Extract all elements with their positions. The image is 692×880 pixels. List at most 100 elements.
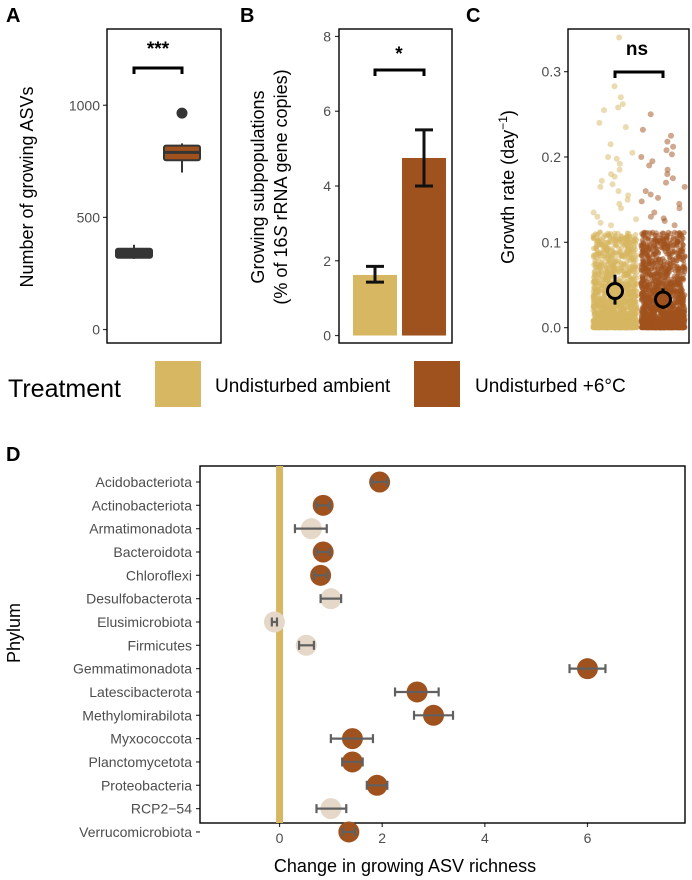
panel-c-point — [597, 280, 603, 286]
panel-d-phylum-label: Verrucomicrobiota — [79, 824, 192, 840]
panel-c-point — [681, 183, 688, 190]
legend: Treatment Undisturbed ambient Undisturbe… — [8, 361, 626, 407]
panel-c-point — [640, 232, 646, 238]
panel-c-point — [618, 322, 624, 329]
panel-c-point — [666, 242, 672, 248]
panel-b-significance-bracket — [373, 68, 426, 76]
panel-c-scatter: Growth rate (day−1) 0.0 0.1 0.2 0.3 ns — [496, 28, 690, 344]
panel-c-point — [659, 307, 665, 314]
panel-c-point — [647, 260, 653, 267]
panel-c-point — [632, 299, 639, 306]
panel-c-point — [643, 301, 649, 307]
panel-c-point — [666, 269, 672, 275]
panel-c-point — [592, 231, 599, 237]
panel-d-xtick-label: 6 — [584, 830, 592, 846]
panel-c-point — [597, 219, 604, 226]
panel-c-point — [608, 254, 614, 260]
panel-c-point — [598, 299, 604, 305]
panel-b-ylabel-line2: (% of 16S rRNA gene copies) — [271, 69, 291, 304]
panel-d-phylum-label: Chloroflexi — [126, 567, 192, 583]
panel-c-point — [679, 237, 685, 243]
panel-a-ytick-label: 1000 — [69, 97, 100, 113]
panel-c-point — [632, 244, 638, 250]
panel-c-ylabel: Growth rate (day−1) — [496, 110, 518, 264]
panel-c-point — [680, 272, 687, 278]
panel-c-point — [646, 162, 653, 169]
panel-c-point — [616, 166, 623, 173]
panel-c-point — [662, 284, 669, 290]
panel-b-ytick-label: 4 — [323, 178, 331, 194]
panel-label-c: C — [466, 5, 480, 27]
panel-c-point — [638, 253, 645, 259]
panel-c-point — [663, 147, 670, 154]
panel-c-point — [681, 262, 687, 268]
panel-c-point — [598, 250, 604, 256]
panel-c-point — [630, 276, 636, 282]
panel-c-point — [649, 158, 656, 165]
panel-c-point — [601, 291, 607, 297]
panel-c-point — [598, 177, 605, 184]
panel-c-point — [663, 179, 669, 186]
panel-d-phylum-label: Acidobacteriota — [95, 474, 192, 490]
panel-b-ylabel-line1: Growing subpopulations — [248, 90, 268, 283]
panel-c-point — [674, 250, 680, 256]
panel-d-xtick-label: 4 — [481, 830, 489, 846]
panel-c-point — [668, 151, 675, 158]
panel-c-point — [609, 181, 616, 188]
panel-c-point — [615, 104, 622, 111]
panel-c-point — [613, 155, 620, 162]
panel-c-point — [601, 325, 607, 331]
panel-c-point — [678, 315, 684, 321]
panel-a-ylabel: Number of growing ASVs — [17, 86, 37, 287]
panel-c-point — [661, 258, 668, 264]
legend-label-ambient: Undisturbed ambient — [215, 376, 391, 397]
panel-c-point — [640, 239, 646, 245]
panel-c-point — [615, 188, 622, 195]
panel-c-point — [592, 261, 599, 267]
panel-c-point — [662, 278, 669, 284]
panel-c-point — [646, 289, 652, 295]
legend-swatch-warm — [414, 361, 460, 407]
panel-b-bar — [353, 274, 397, 336]
panel-c-point — [643, 272, 649, 278]
panel-c-point — [623, 272, 629, 278]
panel-c-point — [633, 216, 640, 223]
panel-c-point — [663, 325, 669, 331]
panel-c-ytick-label: 0.2 — [542, 149, 562, 165]
panel-c-point — [641, 258, 647, 264]
panel-c-point — [595, 267, 602, 274]
panel-b-ytick-label: 0 — [323, 328, 331, 344]
panel-d-xtick-label: 0 — [276, 830, 284, 846]
panel-c-point — [674, 258, 680, 264]
panel-c-point — [653, 232, 659, 239]
panel-c-point — [596, 272, 602, 278]
panel-c-point — [628, 268, 634, 274]
panel-c-ytick-label: 0.1 — [542, 234, 562, 250]
panel-c-median-point — [606, 281, 624, 300]
panel-d-phylum-label: Bacteroidota — [113, 544, 192, 560]
panel-c-point — [632, 321, 639, 327]
panel-c-point — [631, 286, 637, 292]
panel-c-point — [680, 324, 686, 330]
panel-b-significance: * — [395, 44, 403, 65]
panel-c-ytick-label: 0.0 — [542, 320, 562, 336]
panel-c-point — [616, 34, 623, 41]
panel-c-point — [664, 171, 671, 178]
panel-c-point — [665, 233, 671, 239]
panel-c-point — [601, 107, 607, 114]
panel-c-point — [622, 124, 629, 131]
panel-c-point — [670, 234, 676, 240]
panel-c-point — [651, 242, 657, 249]
panel-c-point — [651, 209, 658, 216]
panel-c-point — [645, 246, 651, 252]
panel-c-ytick-label: 0.3 — [542, 64, 562, 80]
panel-c-point — [639, 293, 645, 299]
panel-c-point — [654, 283, 661, 289]
panel-c-point — [654, 317, 660, 323]
panel-a-ytick-label: 0 — [92, 322, 100, 338]
panel-d-ylabel: Phylum — [4, 603, 24, 663]
panel-c-point — [645, 308, 652, 314]
panel-c-point — [670, 300, 676, 306]
panel-c-point — [618, 245, 624, 251]
